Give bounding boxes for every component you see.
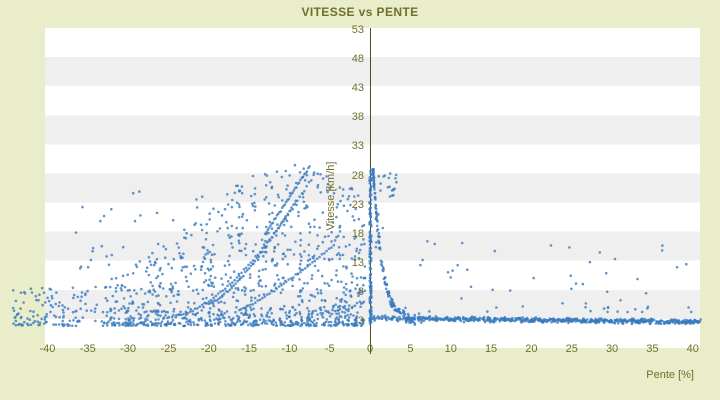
x-tick-label: 0 <box>367 343 374 355</box>
y-tick-label: 3 <box>357 314 364 327</box>
x-tick-label: -5 <box>324 343 335 355</box>
y-tick-label: 18 <box>351 227 364 240</box>
x-tick-label: 30 <box>605 343 619 355</box>
y-tick-label: 23 <box>351 198 364 211</box>
x-tick-label: 5 <box>407 343 414 355</box>
x-tick-label: -25 <box>160 343 177 355</box>
x-tick-label: -35 <box>79 343 96 355</box>
x-tick-label: -40 <box>39 343 56 355</box>
x-tick-label: 20 <box>525 343 538 355</box>
y-tick-label: 13 <box>351 256 364 269</box>
y-tick-label: 33 <box>351 140 364 153</box>
x-tick-label: -30 <box>120 343 137 355</box>
x-tick-label: 25 <box>565 343 578 355</box>
x-axis-label: Pente [%] <box>646 369 694 381</box>
y-tick-label: 28 <box>351 169 364 182</box>
x-tick-label: 15 <box>484 343 498 355</box>
chart-title: VITESSE vs PENTE <box>301 5 419 19</box>
x-tick-label: 40 <box>686 343 699 355</box>
x-tick-label: 10 <box>444 343 457 355</box>
plot-area <box>45 28 700 348</box>
y-tick-label: 38 <box>351 111 364 124</box>
y-tick-label: 43 <box>351 82 364 95</box>
x-tick-label: -15 <box>241 343 258 355</box>
y-tick-label: 53 <box>351 24 364 37</box>
x-tick-label: -20 <box>200 343 217 355</box>
y-tick-label: 48 <box>351 53 364 66</box>
x-tick-label: 35 <box>646 343 659 355</box>
y-tick-label: 8 <box>357 285 364 298</box>
y-axis-label: Vitesse [km/h] <box>325 161 337 231</box>
x-tick-label: -10 <box>281 343 298 355</box>
